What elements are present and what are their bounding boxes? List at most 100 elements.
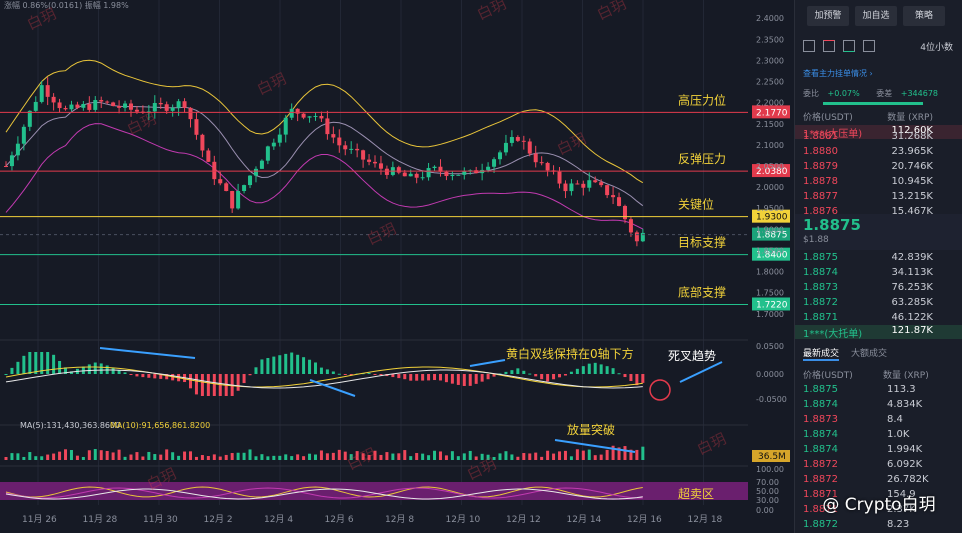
tab-latest-trades[interactable]: 最新成交 xyxy=(803,346,840,361)
big-sell-order[interactable]: 1***(大压单) 112.60K xyxy=(795,125,962,140)
volume-bar xyxy=(171,452,175,460)
price-tick: 1.8500 xyxy=(756,246,784,255)
trade-row[interactable]: 1.8871 154.9 xyxy=(795,489,962,503)
resize-icon[interactable] xyxy=(863,40,875,52)
macd-bar xyxy=(450,374,454,384)
bid-ratio-label: 委比 xyxy=(803,89,819,98)
volume-bar xyxy=(224,454,228,460)
volume-bar xyxy=(212,454,216,460)
layout-buy-icon[interactable] xyxy=(843,40,855,52)
candle-body xyxy=(569,183,574,192)
precision-select[interactable]: 4位小数 xyxy=(920,43,953,53)
main-orders-link[interactable]: 查看主力挂单情况 › xyxy=(803,69,873,78)
ask-row[interactable]: 1.8879 20.746K xyxy=(795,161,962,175)
macd-bar xyxy=(546,374,550,382)
candle-body xyxy=(39,85,44,102)
trade-row[interactable]: 1.8874 1.0K xyxy=(795,429,962,443)
qty-column-header: 数量 (XRP) xyxy=(887,113,933,123)
candle-body xyxy=(521,140,526,142)
row-price: 1.8881 xyxy=(803,131,838,142)
price-column-header: 价格(USDT) xyxy=(803,113,853,123)
candle-body xyxy=(69,104,74,110)
trade-row[interactable]: 1.8873 8.4 xyxy=(795,414,962,428)
candle-body xyxy=(87,104,92,110)
volume-bar xyxy=(117,449,121,460)
candle-body xyxy=(432,166,437,169)
macd-bar xyxy=(260,359,264,374)
date-tick: 11月 28 xyxy=(83,514,118,525)
macd-bar xyxy=(415,374,419,381)
volume-bar xyxy=(558,451,562,460)
ask-row[interactable]: 1.8881 31.268K xyxy=(795,131,962,145)
row-qty: 15.467K xyxy=(891,206,933,217)
current-price-text: 1.8875 xyxy=(756,231,788,241)
trade-row[interactable]: 1.8872 8.23 xyxy=(795,519,962,533)
volume-bar xyxy=(331,452,335,460)
macd-bar xyxy=(153,374,157,379)
tab-large-trades[interactable]: 大额成交 xyxy=(851,349,888,359)
price-chart[interactable]: 高压力位 2.1770 反弹压力 2.0380 关键位 1.9300 目标支撑 1.8400 底… xyxy=(0,0,794,533)
row-price: 1.8874 xyxy=(803,429,838,440)
volume-bar xyxy=(480,453,484,460)
trade-row[interactable]: 1.8874 1.994K xyxy=(795,444,962,458)
alert-button[interactable]: 加预警 xyxy=(807,6,849,26)
row-qty: 13.215K xyxy=(891,191,933,202)
candle-body xyxy=(224,183,229,192)
macd-bar xyxy=(629,374,633,382)
ask-row[interactable]: 1.8876 15.467K xyxy=(795,206,962,220)
level-price-tag xyxy=(752,164,790,178)
candle-body xyxy=(93,100,98,110)
mid-price-block: 1.8875 $1.88 xyxy=(795,214,962,250)
trade-row[interactable]: 1.8872 26.782K xyxy=(795,474,962,488)
trade-row[interactable]: 1.8871 2.37K xyxy=(795,504,962,518)
macd-bar xyxy=(69,371,73,374)
bid-row[interactable]: 1.8874 34.113K xyxy=(795,267,962,281)
candle-body xyxy=(557,171,562,184)
candle-body xyxy=(444,171,449,177)
level-price-text: 1.8400 xyxy=(756,251,788,261)
volume-bar xyxy=(623,446,627,460)
ask-row[interactable]: 1.8878 10.945K xyxy=(795,176,962,190)
macd-bar xyxy=(129,374,133,375)
row-qty: 23.965K xyxy=(891,146,933,157)
volume-bar xyxy=(611,445,615,460)
ask-row[interactable]: 1.8877 13.215K xyxy=(795,191,962,205)
big-buy-order[interactable]: 1***(大托单) 121.87K xyxy=(795,325,962,340)
volume-tag xyxy=(752,450,790,462)
macd-bar xyxy=(28,352,32,374)
candle-body xyxy=(134,109,139,112)
strategy-button[interactable]: 策略 xyxy=(903,6,945,26)
volume-bar xyxy=(361,453,365,460)
trend-arrow xyxy=(469,359,506,367)
bid-row[interactable]: 1.8873 76.253K xyxy=(795,282,962,296)
ask-row[interactable]: 1.8880 23.965K xyxy=(795,146,962,160)
trade-row[interactable]: 1.8874 4.834K xyxy=(795,399,962,413)
layout-sell-icon[interactable] xyxy=(823,40,835,52)
trade-row[interactable]: 1.8875 113.3 xyxy=(795,384,962,398)
macd-bar xyxy=(349,374,353,375)
watchlist-button[interactable]: 加自选 xyxy=(855,6,897,26)
volume-bar xyxy=(534,452,538,460)
macd-bar xyxy=(492,374,496,377)
candle-body xyxy=(33,101,38,111)
volume-bar xyxy=(266,456,270,460)
volume-bar xyxy=(34,456,38,460)
bid-row[interactable]: 1.8872 63.285K xyxy=(795,297,962,311)
volume-bar xyxy=(284,454,288,460)
trend-arrow xyxy=(679,361,723,383)
candle-body xyxy=(164,104,169,111)
bid-row[interactable]: 1.8875 42.839K xyxy=(795,252,962,266)
volume-bar xyxy=(444,455,448,460)
candle-body xyxy=(99,100,104,102)
volume-bar xyxy=(147,451,151,460)
row-qty: 46.122K xyxy=(891,312,933,323)
candle-body xyxy=(509,137,514,143)
layout-both-icon[interactable] xyxy=(803,40,815,52)
row-price: 1.8872 xyxy=(803,519,838,530)
candle-body xyxy=(611,195,616,198)
volume-bar xyxy=(575,449,579,460)
bid-row[interactable]: 1.8871 46.122K xyxy=(795,312,962,326)
volume-bar xyxy=(403,450,407,460)
trade-row[interactable]: 1.8872 6.092K xyxy=(795,459,962,473)
